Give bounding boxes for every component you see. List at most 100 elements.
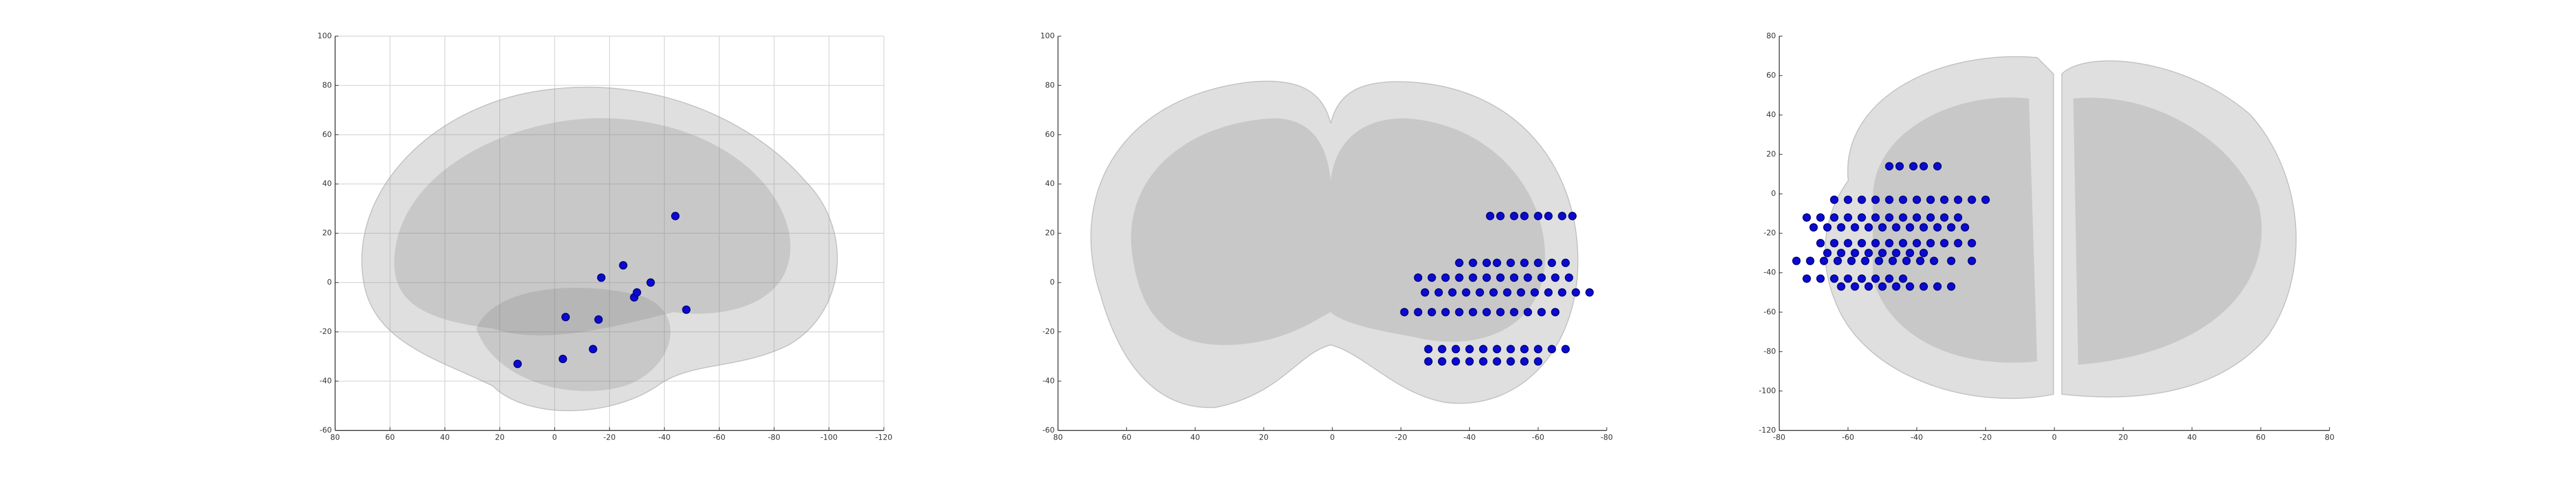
y-tick-label: 20 bbox=[322, 229, 332, 237]
electrode bbox=[1571, 288, 1580, 297]
electrode bbox=[1424, 357, 1433, 366]
electrode bbox=[1400, 308, 1409, 317]
electrode bbox=[1414, 308, 1422, 317]
y-tick-label: -40 bbox=[1042, 377, 1055, 385]
y-tick-label: -120 bbox=[1759, 426, 1776, 435]
electrode bbox=[1520, 212, 1529, 220]
electrode bbox=[1833, 256, 1842, 265]
electrode bbox=[1427, 273, 1436, 282]
electrode bbox=[1837, 249, 1846, 257]
x-tick-label: -60 bbox=[713, 434, 725, 442]
electrode bbox=[1434, 288, 1443, 297]
electrode bbox=[1875, 256, 1883, 265]
electrode bbox=[1455, 273, 1464, 282]
electrode bbox=[1857, 274, 1866, 283]
x-tick-label: 20 bbox=[2118, 434, 2128, 442]
electrode bbox=[1947, 256, 1956, 265]
electrode bbox=[1892, 223, 1901, 232]
electrode bbox=[619, 261, 628, 270]
y-tick-label: -100 bbox=[1759, 387, 1776, 395]
electrode bbox=[1520, 357, 1529, 366]
electrode bbox=[1919, 282, 1928, 291]
y-tick-label: -60 bbox=[1764, 308, 1776, 316]
electrode bbox=[1468, 273, 1478, 282]
electrode bbox=[1482, 273, 1491, 282]
electrode bbox=[1933, 223, 1942, 232]
electrode bbox=[1802, 274, 1811, 283]
electrode bbox=[1524, 308, 1532, 317]
electrode bbox=[1510, 212, 1519, 220]
electrode bbox=[1510, 308, 1519, 317]
electrode bbox=[1844, 239, 1852, 248]
electrode bbox=[1933, 162, 1942, 170]
brain-inner bbox=[476, 287, 671, 391]
y-tick-label: 20 bbox=[1045, 229, 1055, 237]
x-tick-label: 80 bbox=[330, 434, 340, 442]
electrode bbox=[1912, 239, 1921, 248]
electrode bbox=[1493, 258, 1502, 267]
x-tick-label: 20 bbox=[1259, 434, 1268, 442]
electrode bbox=[1885, 162, 1894, 170]
electrode bbox=[1878, 249, 1887, 257]
electrode bbox=[1905, 282, 1914, 291]
electrode bbox=[1802, 213, 1811, 222]
electrode bbox=[1568, 212, 1577, 220]
y-tick-label: 80 bbox=[322, 81, 332, 90]
electrode bbox=[1534, 345, 1542, 354]
y-tick-label: 60 bbox=[1045, 130, 1055, 139]
electrode bbox=[1534, 357, 1542, 366]
electrode bbox=[1534, 258, 1542, 267]
x-tick-label: 60 bbox=[1122, 434, 1131, 442]
electrode bbox=[1898, 195, 1907, 204]
electrode bbox=[1909, 162, 1918, 170]
x-tick-label: -20 bbox=[1979, 434, 1992, 442]
y-tick-label: 60 bbox=[322, 130, 332, 139]
x-tick-label: 0 bbox=[1330, 434, 1335, 442]
electrode bbox=[1585, 288, 1594, 297]
electrode bbox=[1455, 308, 1464, 317]
y-tick-label: -20 bbox=[1764, 229, 1776, 237]
electrode bbox=[1503, 288, 1512, 297]
electrode bbox=[1823, 223, 1832, 232]
brain-inner bbox=[394, 118, 791, 336]
electrode bbox=[1888, 256, 1897, 265]
electrode bbox=[1885, 195, 1894, 204]
electrode bbox=[1510, 273, 1519, 282]
electrode bbox=[1816, 274, 1825, 283]
electrode bbox=[1919, 162, 1928, 170]
y-tick-label: 60 bbox=[1766, 71, 1776, 80]
electrode bbox=[1551, 273, 1560, 282]
x-tick-label: -120 bbox=[875, 434, 893, 442]
electrode bbox=[513, 359, 522, 368]
electrode bbox=[1940, 239, 1949, 248]
electrode bbox=[1968, 239, 1976, 248]
x-tick-label: -40 bbox=[1464, 434, 1476, 442]
brain-outline bbox=[1090, 80, 1579, 408]
x-tick-label: 60 bbox=[385, 434, 395, 442]
electrode bbox=[1871, 213, 1880, 222]
electrode bbox=[671, 212, 680, 220]
electrode bbox=[1940, 195, 1949, 204]
electrode bbox=[1517, 288, 1525, 297]
electrode bbox=[1561, 345, 1570, 354]
electrode bbox=[1809, 223, 1818, 232]
x-tick-label: 0 bbox=[2052, 434, 2057, 442]
electrode bbox=[1871, 274, 1880, 283]
x-tick-label: -60 bbox=[1532, 434, 1545, 442]
electrode bbox=[1520, 258, 1529, 267]
electrode bbox=[1857, 195, 1866, 204]
electrode bbox=[1561, 258, 1570, 267]
electrode bbox=[1933, 282, 1942, 291]
x-tick-label: 60 bbox=[2256, 434, 2266, 442]
electrode bbox=[1820, 256, 1828, 265]
y-tick-label: 40 bbox=[1766, 111, 1776, 120]
electrode bbox=[1830, 195, 1839, 204]
electrode bbox=[1547, 258, 1556, 267]
x-tick-label: -80 bbox=[1600, 434, 1613, 442]
y-tick-label: 80 bbox=[1045, 81, 1055, 90]
electrode bbox=[1851, 249, 1859, 257]
electrode bbox=[1837, 223, 1846, 232]
x-tick-label: 20 bbox=[495, 434, 504, 442]
electrode bbox=[1926, 195, 1935, 204]
